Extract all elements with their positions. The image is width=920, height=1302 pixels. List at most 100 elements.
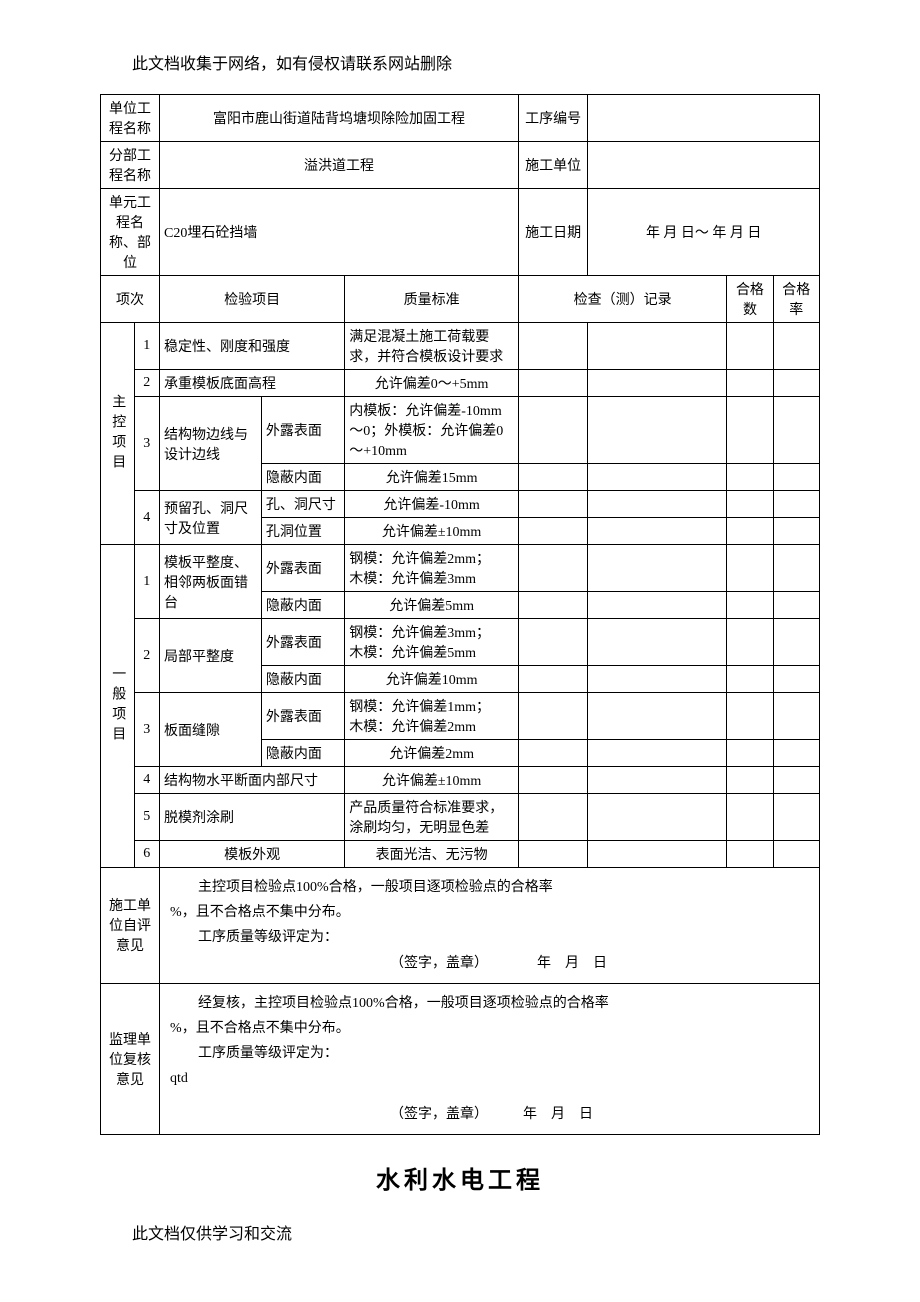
pass-count-cell [727, 740, 773, 767]
table-row: 主控项目 1 稳定性、刚度和强度 满足混凝土施工荷载要求，并符合模板设计要求 [101, 323, 820, 370]
std-cell: 钢模：允许偏差2mm； 木模：允许偏差3mm [345, 545, 519, 592]
std-cell: 允许偏差5mm [345, 592, 519, 619]
item-cell: 模板平整度、相邻两板面错台 [160, 545, 262, 619]
pass-count-cell [727, 841, 773, 868]
record-cell [588, 767, 727, 794]
item-cell: 脱模剂涂刷 [160, 794, 345, 841]
seq-cell: 4 [134, 767, 159, 794]
table-row: 单位工程名称 富阳市鹿山街道陆背坞塘坝除险加固工程 工序编号 [101, 95, 820, 142]
inspection-table: 单位工程名称 富阳市鹿山街道陆背坞塘坝除险加固工程 工序编号 分部工程名称 溢洪… [100, 94, 820, 1135]
record-cell [518, 841, 587, 868]
pass-count-cell [727, 545, 773, 592]
review-text-line: 经复核，主控项目检验点100%合格，一般项目逐项检验点的合格率 [170, 991, 809, 1016]
table-row: 4 预留孔、洞尺寸及位置 孔、洞尺寸 允许偏差-10mm [101, 491, 820, 518]
std-cell: 允许偏差2mm [345, 740, 519, 767]
item-cell: 板面缝隙 [160, 693, 262, 767]
pass-count-cell [727, 592, 773, 619]
col-pass-count: 合格数 [727, 276, 773, 323]
std-cell: 允许偏差0～+5mm [345, 370, 519, 397]
item-cell: 稳定性、刚度和强度 [160, 323, 345, 370]
seq-cell: 3 [134, 397, 159, 491]
item-cell: 局部平整度 [160, 619, 262, 693]
pass-count-cell [727, 397, 773, 464]
meta-value [588, 95, 820, 142]
seq-cell: 4 [134, 491, 159, 545]
review-comment-body: 经复核，主控项目检验点100%合格，一般项目逐项检验点的合格率 %，且不合格点不… [160, 983, 820, 1134]
table-row: 6 模板外观 表面光洁、无污物 [101, 841, 820, 868]
std-cell: 允许偏差15mm [345, 464, 519, 491]
record-cell [588, 794, 727, 841]
pass-rate-cell [773, 619, 819, 666]
record-cell [588, 491, 727, 518]
record-cell [518, 619, 587, 666]
record-cell [518, 518, 587, 545]
record-cell [588, 693, 727, 740]
self-comment-row: 施工单位自评意见 主控项目检验点100%合格，一般项目逐项检验点的合格率 %，且… [101, 868, 820, 984]
footer-disclaimer: 此文档仅供学习和交流 [100, 1220, 820, 1244]
pass-rate-cell [773, 592, 819, 619]
pass-rate-cell [773, 767, 819, 794]
record-cell [518, 464, 587, 491]
pass-rate-cell [773, 666, 819, 693]
self-comment-body: 主控项目检验点100%合格，一般项目逐项检验点的合格率 %，且不合格点不集中分布… [160, 868, 820, 984]
std-cell: 允许偏差±10mm [345, 767, 519, 794]
subitem-cell: 隐蔽内面 [261, 464, 344, 491]
review-text-line: %，且不合格点不集中分布。 [170, 1016, 809, 1041]
meta-value: 年 月 日～ 年 月 日 [588, 189, 820, 276]
table-row: 分部工程名称 溢洪道工程 施工单位 [101, 142, 820, 189]
record-cell [588, 592, 727, 619]
meta-label: 分部工程名称 [101, 142, 160, 189]
std-cell: 表面光洁、无污物 [345, 841, 519, 868]
seq-cell: 5 [134, 794, 159, 841]
pass-rate-cell [773, 740, 819, 767]
table-row: 5 脱模剂涂刷 产品质量符合标准要求，涂刷均匀，无明显色差 [101, 794, 820, 841]
pass-rate-cell [773, 518, 819, 545]
pass-rate-cell [773, 841, 819, 868]
table-row: 3 结构物边线与设计边线 外露表面 内模板：允许偏差-10mm～0；外模板：允许… [101, 397, 820, 464]
record-cell [588, 464, 727, 491]
item-cell: 结构物边线与设计边线 [160, 397, 262, 491]
std-cell: 产品质量符合标准要求，涂刷均匀，无明显色差 [345, 794, 519, 841]
record-cell [518, 323, 587, 370]
meta-label: 单元工程名称、部位 [101, 189, 160, 276]
meta-label: 单位工程名称 [101, 95, 160, 142]
pass-rate-cell [773, 545, 819, 592]
self-text-line: 主控项目检验点100%合格，一般项目逐项检验点的合格率 [170, 875, 809, 900]
pass-rate-cell [773, 397, 819, 464]
col-inspect: 检验项目 [160, 276, 345, 323]
table-row: 3 板面缝隙 外露表面 钢模：允许偏差1mm； 木模：允许偏差2mm [101, 693, 820, 740]
seq-cell: 2 [134, 619, 159, 693]
subitem-cell: 隐蔽内面 [261, 740, 344, 767]
meta-value [588, 142, 820, 189]
record-cell [518, 370, 587, 397]
meta-value: 溢洪道工程 [160, 142, 519, 189]
document-page: 此文档收集于网络，如有侵权请联系网站删除 单位工程名称 富阳市鹿山街道陆背坞塘坝… [0, 0, 920, 1274]
pass-count-cell [727, 619, 773, 666]
self-text-line: %，且不合格点不集中分布。 [170, 900, 809, 925]
record-cell [588, 841, 727, 868]
seq-cell: 1 [134, 545, 159, 619]
pass-rate-cell [773, 491, 819, 518]
subitem-cell: 隐蔽内面 [261, 666, 344, 693]
record-cell [588, 323, 727, 370]
record-cell [518, 740, 587, 767]
std-cell: 钢模：允许偏差1mm； 木模：允许偏差2mm [345, 693, 519, 740]
meta-value: C20埋石砼挡墙 [160, 189, 519, 276]
self-comment-label: 施工单位自评意见 [101, 868, 160, 984]
pass-count-cell [727, 491, 773, 518]
pass-count-cell [727, 693, 773, 740]
record-cell [518, 693, 587, 740]
std-cell: 允许偏差-10mm [345, 491, 519, 518]
subitem-cell: 外露表面 [261, 693, 344, 740]
pass-rate-cell [773, 794, 819, 841]
record-cell [588, 370, 727, 397]
table-row: 2 局部平整度 外露表面 钢模：允许偏差3mm； 木模：允许偏差5mm [101, 619, 820, 666]
record-cell [518, 592, 587, 619]
group-main-label: 主控项目 [101, 323, 135, 545]
seq-cell: 1 [134, 323, 159, 370]
seq-cell: 3 [134, 693, 159, 767]
record-cell [518, 545, 587, 592]
meta-label: 施工单位 [518, 142, 587, 189]
review-comment-row: 监理单位复核意见 经复核，主控项目检验点100%合格，一般项目逐项检验点的合格率… [101, 983, 820, 1134]
review-text-line: 工序质量等级评定为： [170, 1041, 809, 1066]
